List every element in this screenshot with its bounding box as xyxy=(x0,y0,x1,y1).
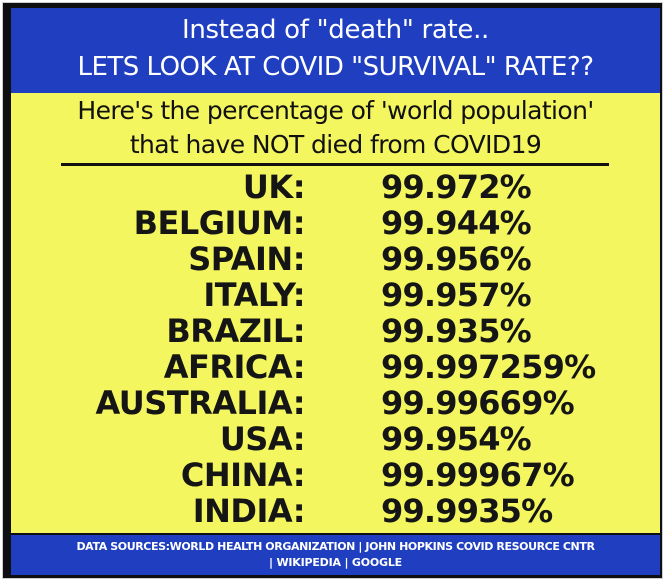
list-item: USA: 99.954% xyxy=(11,421,660,457)
survival-percent: 99.954% xyxy=(381,420,532,458)
header-title-line2: LETS LOOK AT COVID "SURVIVAL" RATE?? xyxy=(77,52,594,82)
sources-footer: DATA SOURCES:WORLD HEALTH ORGANIZATION |… xyxy=(11,535,660,575)
country-name: ITALY: xyxy=(203,276,305,314)
list-item: AFRICA: 99.997259% xyxy=(11,349,660,385)
subtitle-line2: that have NOT died from COVID19 xyxy=(129,130,542,159)
survival-percent: 99.935% xyxy=(381,312,532,350)
country-name: BELGIUM: xyxy=(133,204,306,242)
header-title-line1: Instead of "death" rate.. xyxy=(181,15,490,45)
country-name: UK: xyxy=(242,168,306,206)
country-name: BRAZIL: xyxy=(166,312,305,350)
survival-percent: 99.997259% xyxy=(381,348,596,386)
list-item: INDIA: 99.9935% xyxy=(11,493,660,529)
survival-percent: 99.956% xyxy=(381,240,532,278)
country-name: AUSTRALIA: xyxy=(95,384,306,422)
sources-line1: DATA SOURCES:WORLD HEALTH ORGANIZATION |… xyxy=(76,540,595,553)
header-banner: Instead of "death" rate.. LETS LOOK AT C… xyxy=(11,8,660,93)
list-item: UK: 99.972% xyxy=(11,169,660,205)
list-item: BRAZIL: 99.935% xyxy=(11,313,660,349)
subtitle-line1: Here's the percentage of 'world populati… xyxy=(77,96,594,125)
survival-percent: 99.9935% xyxy=(381,492,553,530)
list-item: AUSTRALIA: 99.99669% xyxy=(11,385,660,421)
list-item: BELGIUM: 99.944% xyxy=(11,205,660,241)
sources-line2: | WIKIPEDIA | GOOGLE xyxy=(269,556,402,569)
survival-percent: 99.99669% xyxy=(381,384,575,422)
country-name: CHINA: xyxy=(180,456,306,494)
country-name: SPAIN: xyxy=(188,240,305,278)
subtitle-underline xyxy=(61,163,609,166)
country-name: INDIA: xyxy=(192,492,306,530)
survival-percent: 99.972% xyxy=(381,168,532,206)
country-name: USA: xyxy=(219,420,306,458)
list-item: SPAIN: 99.956% xyxy=(11,241,660,277)
content-panel: Here's the percentage of 'world populati… xyxy=(11,93,660,533)
survival-percent: 99.957% xyxy=(381,276,532,314)
survival-percent: 99.944% xyxy=(381,204,532,242)
list-item: ITALY: 99.957% xyxy=(11,277,660,313)
survival-percent: 99.99967% xyxy=(381,456,575,494)
list-item: CHINA: 99.99967% xyxy=(11,457,660,493)
country-name: AFRICA: xyxy=(163,348,306,386)
